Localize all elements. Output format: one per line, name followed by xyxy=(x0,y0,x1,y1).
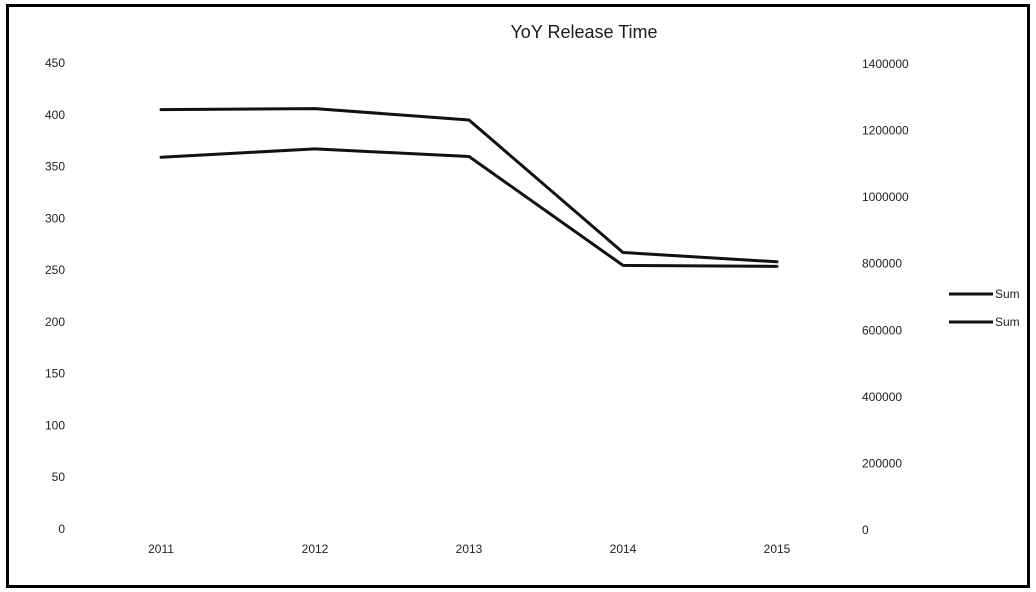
left-tick-label: 0 xyxy=(58,522,65,536)
x-tick-label: 2013 xyxy=(456,542,483,556)
x-tick-label: 2011 xyxy=(148,542,174,556)
right-tick-label: 200000 xyxy=(862,456,902,470)
right-tick-label: 1400000 xyxy=(862,57,909,71)
right-tick-label: 400000 xyxy=(862,390,902,404)
series-line-2 xyxy=(159,147,779,268)
left-tick-label: 400 xyxy=(45,108,65,122)
right-axis: 0 200000 400000 600000 800000 1000000 1200000 1… xyxy=(862,57,909,537)
right-tick-label: 0 xyxy=(862,523,869,537)
right-tick-label: 600000 xyxy=(862,323,902,337)
right-tick-label: 1000000 xyxy=(862,190,909,204)
x-tick-label: 2012 xyxy=(302,542,329,556)
x-tick-label: 2014 xyxy=(610,542,637,556)
right-tick-label: 800000 xyxy=(862,257,902,271)
chart-frame: YoY Release Time 0 50 100 150 200 250 300 350 40… xyxy=(6,4,1030,588)
series-line-1 xyxy=(159,107,779,264)
left-tick-label: 150 xyxy=(45,367,65,381)
x-tick-label: 2015 xyxy=(764,542,791,556)
x-axis: 2011 2012 2013 2014 2015 xyxy=(148,542,791,556)
legend: Sum Sum xyxy=(949,287,1020,329)
line-chart: YoY Release Time 0 50 100 150 200 250 300 350 40… xyxy=(45,22,1020,556)
left-tick-label: 250 xyxy=(45,263,65,277)
legend-label: Sum xyxy=(995,315,1020,329)
left-tick-label: 350 xyxy=(45,160,65,174)
right-tick-label: 1200000 xyxy=(862,124,909,138)
chart-title: YoY Release Time xyxy=(510,22,657,42)
left-tick-label: 450 xyxy=(45,56,65,70)
left-tick-label: 300 xyxy=(45,211,65,225)
left-tick-label: 200 xyxy=(45,315,65,329)
left-axis: 0 50 100 150 200 250 300 350 400 450 xyxy=(45,56,65,536)
left-tick-label: 50 xyxy=(52,470,66,484)
plot-area xyxy=(159,107,779,268)
left-tick-label: 100 xyxy=(45,418,65,432)
legend-label: Sum xyxy=(995,287,1020,301)
